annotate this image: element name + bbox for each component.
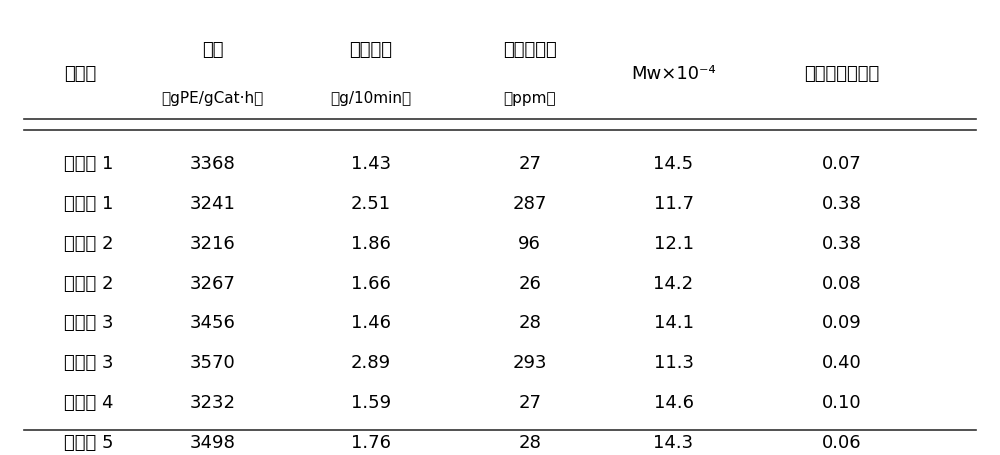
Text: 熔融指数: 熔融指数 bbox=[350, 41, 393, 59]
Text: 实施例 3: 实施例 3 bbox=[64, 314, 113, 332]
Text: 1.76: 1.76 bbox=[351, 433, 391, 451]
Text: （ppm）: （ppm） bbox=[503, 91, 556, 106]
Text: 2.51: 2.51 bbox=[351, 194, 391, 212]
Text: 实施例 2: 实施例 2 bbox=[64, 274, 113, 292]
Text: 1.86: 1.86 bbox=[351, 234, 391, 252]
Text: 11.7: 11.7 bbox=[654, 194, 694, 212]
Text: 27: 27 bbox=[518, 393, 541, 411]
Text: （g/10min）: （g/10min） bbox=[331, 91, 412, 106]
Text: 0.07: 0.07 bbox=[822, 155, 862, 172]
Text: 0.06: 0.06 bbox=[822, 433, 862, 451]
Text: （gPE/gCat·h）: （gPE/gCat·h） bbox=[161, 91, 264, 106]
Text: 1.66: 1.66 bbox=[351, 274, 391, 292]
Text: 3267: 3267 bbox=[189, 274, 235, 292]
Text: 0.40: 0.40 bbox=[822, 354, 862, 371]
Text: 293: 293 bbox=[512, 354, 547, 371]
Text: 11.3: 11.3 bbox=[654, 354, 694, 371]
Text: 1.46: 1.46 bbox=[351, 314, 391, 332]
Text: 1.43: 1.43 bbox=[351, 155, 391, 172]
Text: 2.89: 2.89 bbox=[351, 354, 391, 371]
Text: 27: 27 bbox=[518, 155, 541, 172]
Text: 3216: 3216 bbox=[190, 234, 235, 252]
Text: 活性: 活性 bbox=[202, 41, 223, 59]
Text: 14.1: 14.1 bbox=[654, 314, 694, 332]
Text: 对比例 2: 对比例 2 bbox=[64, 234, 113, 252]
Text: 0.10: 0.10 bbox=[822, 393, 862, 411]
Text: 3368: 3368 bbox=[190, 155, 235, 172]
Text: 聚合物双键含量: 聚合物双键含量 bbox=[804, 65, 880, 83]
Text: 0.08: 0.08 bbox=[822, 274, 862, 292]
Text: 28: 28 bbox=[518, 314, 541, 332]
Text: 14.3: 14.3 bbox=[653, 433, 694, 451]
Text: 1.59: 1.59 bbox=[351, 393, 391, 411]
Text: 96: 96 bbox=[518, 234, 541, 252]
Text: 3241: 3241 bbox=[189, 194, 235, 212]
Text: 对比例 1: 对比例 1 bbox=[64, 194, 113, 212]
Text: 氢气释放量: 氢气释放量 bbox=[503, 41, 557, 59]
Text: 0.38: 0.38 bbox=[822, 194, 862, 212]
Text: 3456: 3456 bbox=[189, 314, 235, 332]
Text: 对比例 3: 对比例 3 bbox=[64, 354, 113, 371]
Text: 26: 26 bbox=[518, 274, 541, 292]
Text: 0.09: 0.09 bbox=[822, 314, 862, 332]
Text: 实施例 5: 实施例 5 bbox=[64, 433, 113, 451]
Text: 3232: 3232 bbox=[189, 393, 235, 411]
Text: 3570: 3570 bbox=[190, 354, 235, 371]
Text: 0.38: 0.38 bbox=[822, 234, 862, 252]
Text: 287: 287 bbox=[513, 194, 547, 212]
Text: 14.2: 14.2 bbox=[653, 274, 694, 292]
Text: 3498: 3498 bbox=[189, 433, 235, 451]
Text: 实施例 1: 实施例 1 bbox=[64, 155, 113, 172]
Text: 28: 28 bbox=[518, 433, 541, 451]
Text: 14.6: 14.6 bbox=[654, 393, 694, 411]
Text: 实施例 4: 实施例 4 bbox=[64, 393, 113, 411]
Text: 14.5: 14.5 bbox=[653, 155, 694, 172]
Text: 催化剂: 催化剂 bbox=[64, 65, 96, 83]
Text: Mw×10⁻⁴: Mw×10⁻⁴ bbox=[631, 65, 716, 83]
Text: 12.1: 12.1 bbox=[654, 234, 694, 252]
